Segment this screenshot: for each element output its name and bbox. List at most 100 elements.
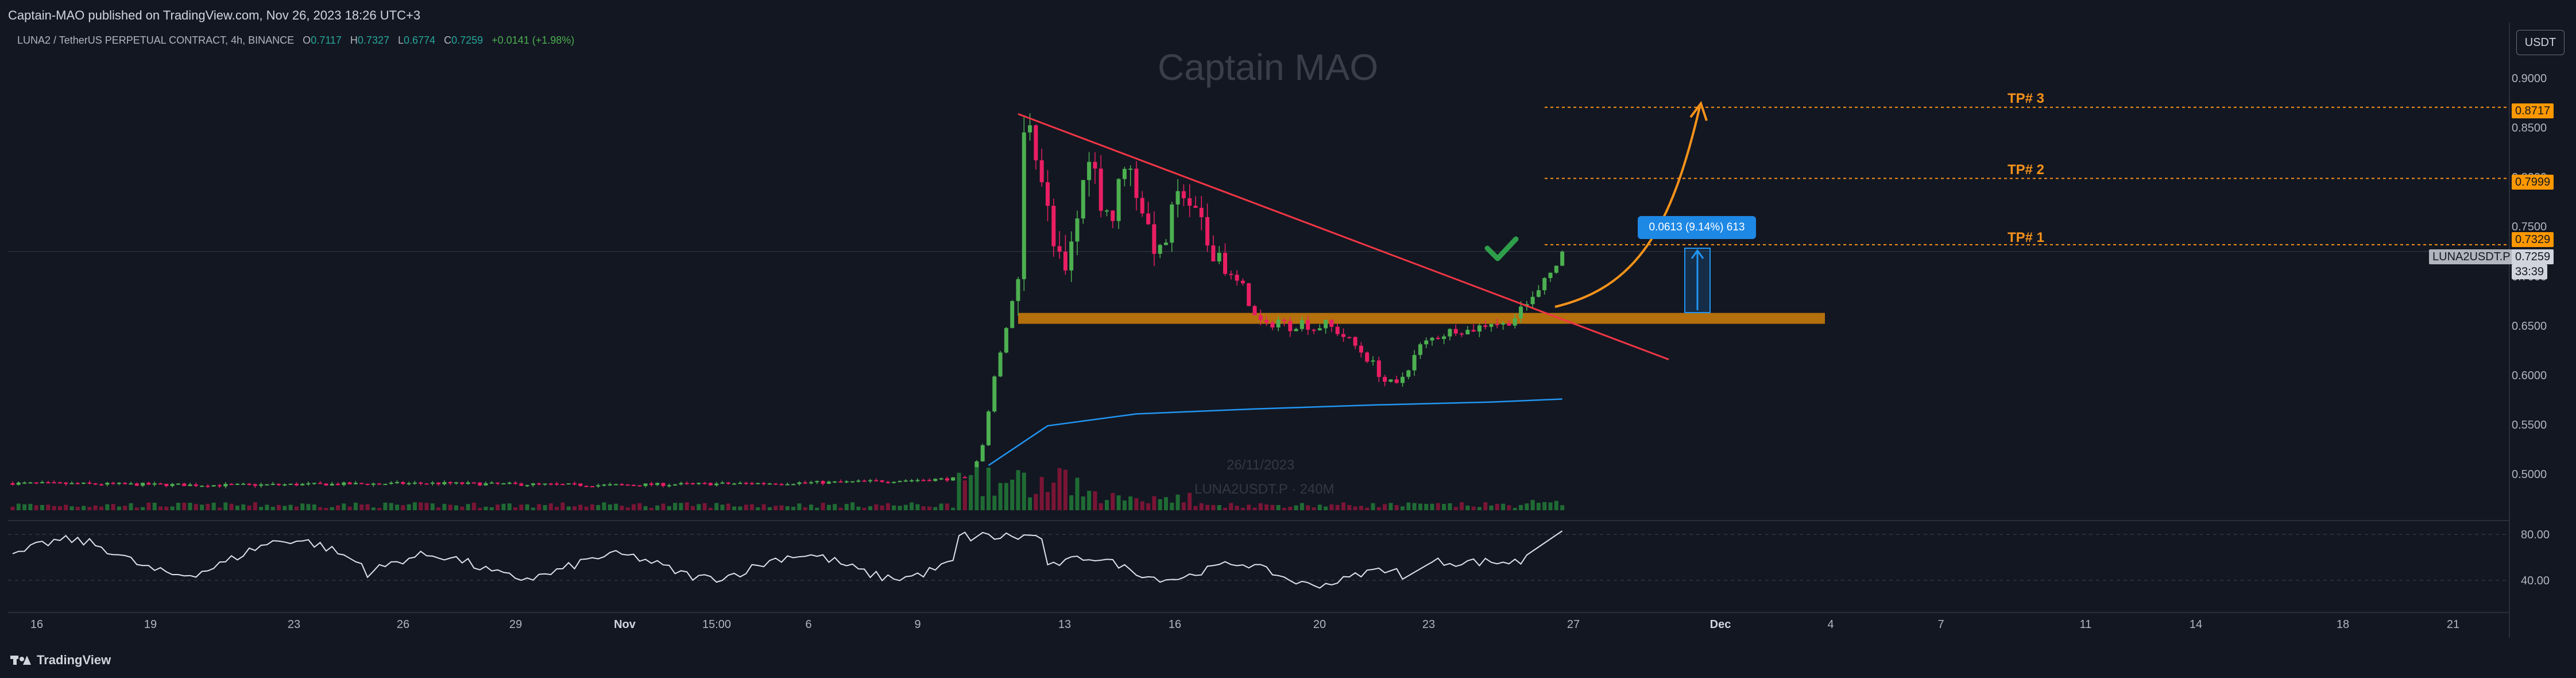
- volume-bar: [756, 507, 760, 510]
- volume-bar: [218, 507, 222, 510]
- candle-body: [283, 484, 287, 486]
- volume-bar: [980, 496, 985, 510]
- volume-bar: [708, 507, 713, 510]
- volume-bar: [898, 506, 902, 510]
- volume-bar: [655, 505, 660, 510]
- volume-bar: [826, 504, 831, 510]
- candle-body: [785, 484, 790, 486]
- volume-bar: [720, 504, 725, 510]
- volume-bar: [371, 507, 376, 510]
- volume-bar: [389, 503, 393, 510]
- candle-body: [229, 484, 234, 486]
- time-tick: 23: [287, 618, 301, 631]
- candle-body: [584, 486, 589, 487]
- volume-bar: [608, 504, 612, 510]
- volume-bar: [99, 506, 103, 510]
- candle-body: [501, 483, 506, 485]
- candle-timer: 33:39: [2512, 264, 2548, 279]
- candle-body: [939, 478, 943, 480]
- time-tick: 29: [509, 618, 523, 631]
- volume-bar: [1046, 492, 1050, 510]
- measure-arrowhead: [1691, 249, 1704, 259]
- candle-body: [779, 484, 784, 486]
- candle-body: [1317, 328, 1322, 330]
- volume-bar: [661, 503, 666, 510]
- candle-body: [1146, 213, 1151, 225]
- price-range-measure[interactable]: 0.0613 (9.14%) 613: [1638, 216, 1756, 239]
- volume-bar: [773, 506, 778, 510]
- tradingview-footer[interactable]: TradingView: [10, 653, 111, 668]
- volume-bar: [1471, 506, 1476, 510]
- volume-bar: [987, 467, 991, 510]
- volume-bar: [22, 504, 27, 510]
- volume-bar: [821, 503, 825, 510]
- candle-body: [407, 483, 411, 484]
- volume-bar: [578, 504, 583, 510]
- volume-bar: [347, 506, 352, 510]
- tp2-label: TP# 2: [2008, 162, 2045, 178]
- candle-body: [761, 483, 766, 484]
- volume-bar: [1507, 505, 1511, 510]
- volume-bar: [1134, 498, 1139, 510]
- candle-body: [1276, 319, 1281, 328]
- volume-bar: [525, 504, 529, 510]
- candle-body: [1359, 345, 1363, 353]
- candle-body: [454, 482, 458, 484]
- volume-bar: [1063, 469, 1067, 510]
- candle-body: [862, 480, 867, 482]
- volume-bar: [590, 504, 594, 510]
- candle-body: [1507, 323, 1511, 326]
- volume-bar: [501, 503, 506, 510]
- volume-bar: [1513, 507, 1517, 510]
- volume-bar: [283, 506, 287, 510]
- candle-body: [531, 483, 535, 486]
- volume-bar: [921, 506, 926, 510]
- resistance-zone: [1018, 313, 1825, 324]
- candle-body: [537, 483, 541, 485]
- volume-bar: [643, 506, 648, 510]
- volume-bar: [1554, 500, 1558, 510]
- candle-body: [738, 483, 742, 484]
- candle-body: [714, 483, 719, 486]
- candle-body: [353, 483, 358, 484]
- time-tick: 19: [144, 618, 157, 631]
- candle-body: [383, 484, 388, 486]
- candle-body: [22, 482, 27, 484]
- volume-bar: [844, 504, 849, 510]
- volume-bar: [1099, 503, 1103, 510]
- volume-bar: [1430, 503, 1434, 510]
- volume-bar: [478, 507, 482, 510]
- tp2-price-tag: 0.7999: [2512, 175, 2554, 190]
- candle-body: [874, 480, 879, 481]
- candle-body: [927, 480, 931, 481]
- symbol-name: LUNA2 / TetherUS PERPETUAL CONTRACT, 4h,…: [17, 34, 295, 46]
- candle-body: [1460, 333, 1464, 335]
- candle-body: [277, 484, 281, 486]
- volume-bar: [1359, 506, 1363, 510]
- volume-bar: [1217, 505, 1221, 510]
- volume-bar: [1152, 496, 1157, 510]
- candle-body: [259, 484, 264, 486]
- candle-body: [1170, 204, 1174, 243]
- volume-bar: [1412, 503, 1417, 510]
- volume-bar: [1406, 502, 1411, 510]
- candle-body: [129, 483, 133, 485]
- volume-bar: [176, 503, 180, 510]
- volume-bar: [57, 506, 62, 510]
- time-tick: 15:00: [702, 618, 732, 631]
- candle-body: [708, 483, 713, 486]
- volume-bar: [1105, 500, 1109, 510]
- volume-bar: [1116, 495, 1121, 510]
- volume-bar: [158, 506, 163, 510]
- candle-body: [637, 485, 642, 487]
- volume-bar: [1371, 503, 1375, 510]
- price-tick: 0.7500: [2512, 221, 2547, 234]
- candle-body: [424, 483, 429, 485]
- candle-body: [10, 483, 15, 485]
- candle-body: [962, 477, 967, 479]
- price-tick: 0.9000: [2512, 72, 2547, 85]
- volume-bar: [194, 504, 198, 510]
- currency-button[interactable]: USDT: [2516, 30, 2565, 55]
- volume-bar: [1087, 491, 1092, 510]
